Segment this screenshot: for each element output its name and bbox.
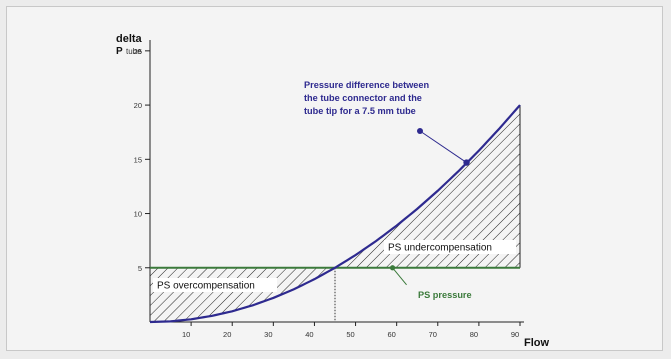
undercompensation-region xyxy=(335,105,520,268)
x-tick-label: 20 xyxy=(223,330,231,339)
x-tick-label: 10 xyxy=(182,330,190,339)
chart-frame xyxy=(6,6,663,351)
x-tick-label: 40 xyxy=(305,330,313,339)
annotation-leader-line xyxy=(419,130,467,163)
undercompensation-label: PS undercompensation xyxy=(388,243,492,254)
undercompensation-label-box xyxy=(384,240,516,254)
x-tick-label: 90 xyxy=(511,330,519,339)
overcompensation-label: PS overcompensation xyxy=(157,281,255,292)
overcompensation-label-box xyxy=(153,278,277,292)
y-axis-title-p: P xyxy=(116,46,123,57)
x-tick-label: 70 xyxy=(429,330,437,339)
y-tick-label: 15 xyxy=(134,155,142,164)
x-tick-label: 30 xyxy=(264,330,272,339)
annotation-leader-dot xyxy=(417,128,423,134)
x-tick-label: 80 xyxy=(470,330,478,339)
ps-pressure-label: PS pressure xyxy=(418,290,472,300)
y-axis-title-subscript: tube xyxy=(126,47,142,56)
curve-annotation-line: the tube connector and the xyxy=(304,93,422,103)
ps-leader-dot xyxy=(389,265,396,271)
x-tick-label: 50 xyxy=(346,330,354,339)
pressure-difference-curve xyxy=(149,104,521,324)
curve-annotation-line: tube tip for a 7.5 mm tube xyxy=(304,106,416,116)
y-tick-label: 25 xyxy=(134,47,142,56)
y-tick-label: 20 xyxy=(134,101,142,110)
y-tick-label: 10 xyxy=(134,210,142,219)
overcompensation-region xyxy=(150,267,335,322)
y-tick-label: 5 xyxy=(138,264,142,273)
x-tick-label: 60 xyxy=(387,330,395,339)
y-axis-title: delta xyxy=(116,33,143,45)
ps-leader-line xyxy=(392,267,407,286)
curve-marker-point xyxy=(463,159,470,166)
x-axis-title: Flow xyxy=(524,337,549,349)
curve-annotation-line: Pressure difference between xyxy=(304,80,429,90)
